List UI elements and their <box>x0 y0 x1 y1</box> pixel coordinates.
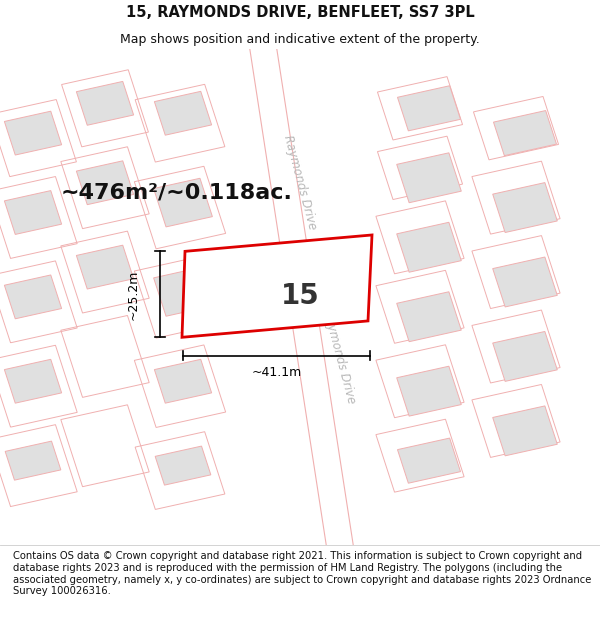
Polygon shape <box>76 81 134 125</box>
Polygon shape <box>4 111 62 155</box>
Polygon shape <box>493 182 557 232</box>
Text: Contains OS data © Crown copyright and database right 2021. This information is : Contains OS data © Crown copyright and d… <box>13 551 592 596</box>
Polygon shape <box>493 257 557 307</box>
Polygon shape <box>154 268 212 316</box>
Polygon shape <box>397 292 461 342</box>
Polygon shape <box>76 245 134 289</box>
Text: Raymonds Drive: Raymonds Drive <box>320 308 358 405</box>
Polygon shape <box>154 178 212 227</box>
Text: 15: 15 <box>281 282 320 310</box>
Text: 15, RAYMONDS DRIVE, BENFLEET, SS7 3PL: 15, RAYMONDS DRIVE, BENFLEET, SS7 3PL <box>125 4 475 19</box>
Polygon shape <box>154 91 212 135</box>
Polygon shape <box>4 359 62 403</box>
Polygon shape <box>397 153 461 202</box>
Text: ~41.1m: ~41.1m <box>251 366 302 379</box>
Polygon shape <box>493 111 557 156</box>
Polygon shape <box>493 331 557 381</box>
Text: ~476m²/~0.118ac.: ~476m²/~0.118ac. <box>61 182 293 203</box>
Text: Map shows position and indicative extent of the property.: Map shows position and indicative extent… <box>120 32 480 46</box>
Polygon shape <box>76 161 134 204</box>
Polygon shape <box>493 406 557 456</box>
Polygon shape <box>397 86 461 131</box>
Polygon shape <box>4 191 62 234</box>
Text: ~25.2m: ~25.2m <box>127 269 139 319</box>
Polygon shape <box>397 438 461 483</box>
Polygon shape <box>397 366 461 416</box>
Polygon shape <box>155 446 211 485</box>
Polygon shape <box>397 222 461 272</box>
Polygon shape <box>5 441 61 480</box>
Text: Raymonds Drive: Raymonds Drive <box>281 134 319 231</box>
Polygon shape <box>154 359 212 403</box>
Polygon shape <box>182 235 372 338</box>
Polygon shape <box>4 275 62 319</box>
